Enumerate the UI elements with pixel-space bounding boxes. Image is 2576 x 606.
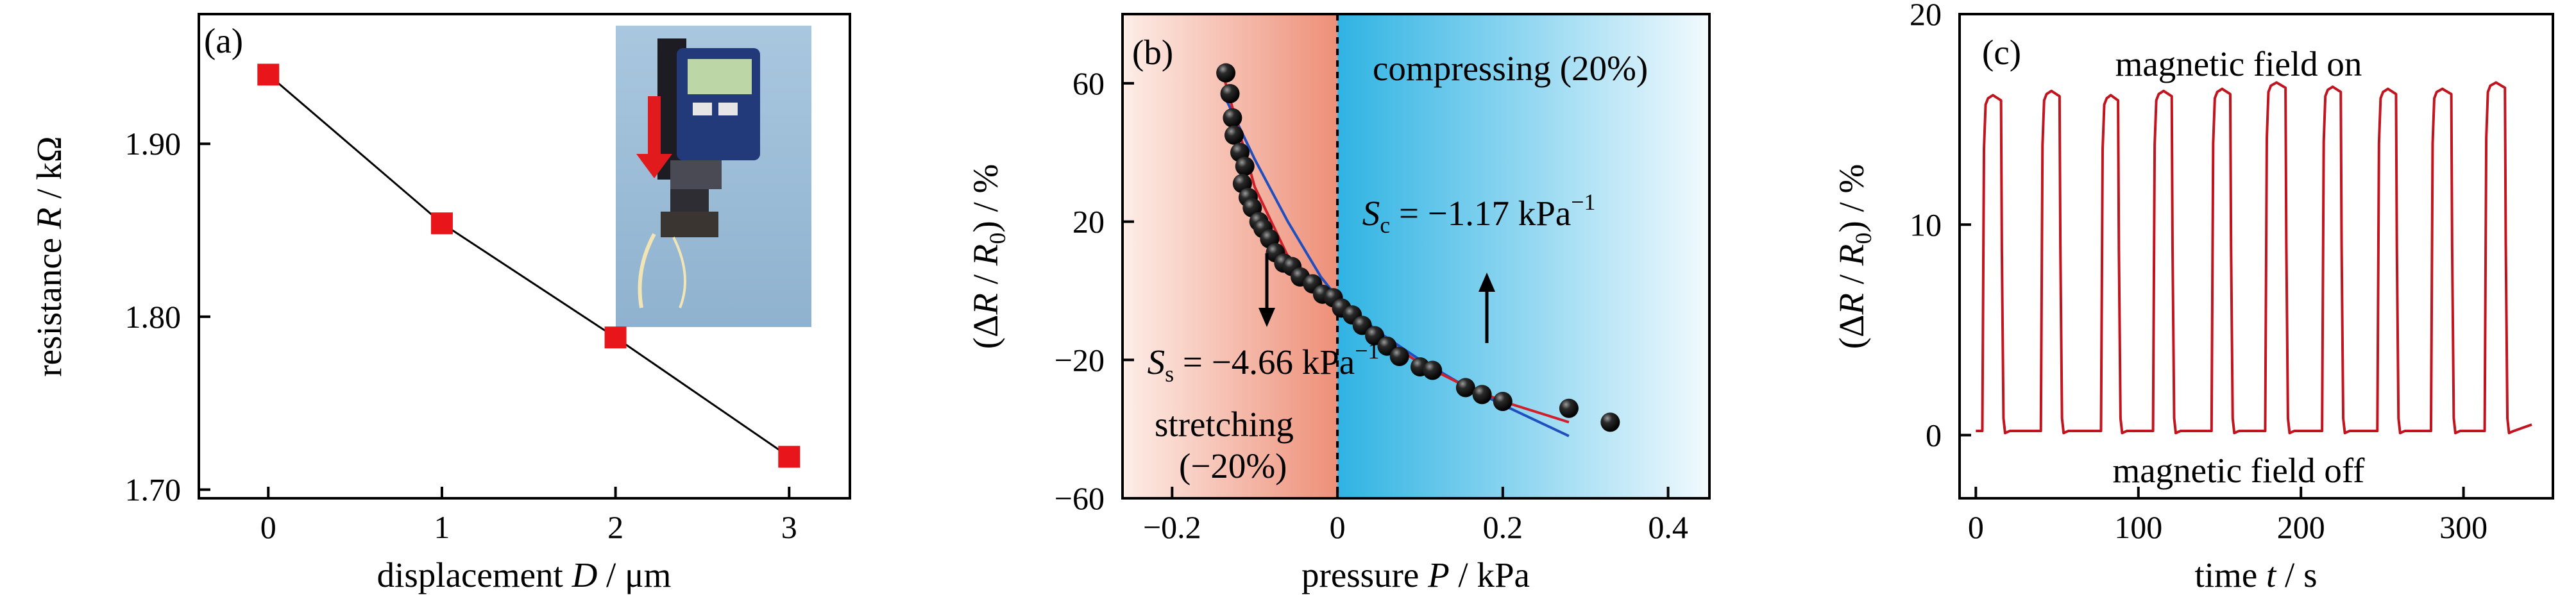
- panel-c-plot-frame: [1958, 13, 2554, 500]
- x-tick-label: 0.2: [1483, 509, 1523, 545]
- panel-b-ylabel: (ΔR / R0) / %: [966, 164, 1010, 349]
- y-tick-label: 1.70: [125, 472, 182, 508]
- label-magnetic-field-off: magnetic field off: [2112, 451, 2365, 490]
- region-stretching-percent: (−20%): [1179, 446, 1287, 485]
- panel-b-ticks: −0.2 0 0.2 0.4 −60 −20 20 60: [1055, 65, 1688, 545]
- data-point: [430, 212, 453, 235]
- data-point: [1220, 84, 1240, 104]
- x-tick-label: 0: [1330, 509, 1346, 545]
- y-tick-label: −20: [1055, 342, 1105, 378]
- panel-b-label: (b): [1132, 33, 1173, 72]
- panel-a-ticks: 0 1 2 3 1.70 1.80 1.90: [125, 126, 797, 545]
- panel-b-regions: [1123, 14, 1709, 498]
- data-point: [1559, 398, 1579, 418]
- y-tick-label: 20: [1910, 0, 1942, 32]
- annotation-sc: Sc = −1.17 kPa−1: [1362, 189, 1596, 238]
- x-tick-label: 100: [2114, 509, 2162, 545]
- x-tick-label: −0.2: [1143, 509, 1201, 545]
- annotation-ss: Ss = −4.66 kPa−1: [1148, 338, 1380, 387]
- panel-c-xlabel: time t / s: [2195, 555, 2318, 594]
- y-tick-label: 1.80: [125, 299, 182, 335]
- panel-c-ticks: 0 100 200 300 0 10 20: [1910, 0, 2487, 545]
- panel-a-plot-frame: [198, 13, 851, 500]
- panel-a-ylabel: resistance R / kΩ: [30, 136, 69, 376]
- data-point: [1389, 346, 1409, 366]
- arrow-down-icon: [1258, 253, 1275, 327]
- data-point: [1472, 385, 1492, 405]
- series-line: [267, 74, 790, 458]
- data-point: [257, 63, 280, 86]
- region-compressing-label: compressing (20%): [1373, 49, 1648, 88]
- panel-a-data: [257, 63, 801, 468]
- y-tick-label: 20: [1072, 204, 1105, 240]
- inset-photo-micrometer: [616, 26, 811, 327]
- data-point: [778, 446, 801, 468]
- label-magnetic-field-on: magnetic field on: [2115, 44, 2362, 83]
- data-point: [1223, 108, 1242, 128]
- y-tick-label: 1.90: [125, 126, 182, 162]
- data-point: [1493, 392, 1513, 411]
- data-point: [1216, 63, 1236, 83]
- panel-b-plot-frame: [1121, 13, 1711, 500]
- x-tick-label: 1: [434, 509, 450, 545]
- region-compressing: [1337, 14, 1709, 498]
- data-point: [1455, 378, 1475, 398]
- x-tick-label: 0: [260, 509, 276, 545]
- x-tick-label: 0.4: [1648, 509, 1688, 545]
- data-point: [1600, 412, 1620, 432]
- y-tick-label: 10: [1910, 206, 1942, 242]
- panel-b-xlabel: pressure P / kPa: [1301, 555, 1530, 594]
- panel-a-xlabel: displacement D / μm: [377, 555, 672, 594]
- x-tick-label: 2: [607, 509, 623, 545]
- red-arrow-icon: [636, 96, 672, 178]
- panel-a-label: (a): [204, 21, 243, 60]
- y-tick-label: −60: [1055, 480, 1105, 516]
- data-point: [1423, 360, 1443, 380]
- region-stretching-label: stretching: [1155, 405, 1294, 444]
- data-point: [1224, 125, 1244, 145]
- x-tick-label: 3: [781, 509, 797, 545]
- panel-b-data: [1216, 63, 1620, 437]
- panel-b: −0.2 0 0.2 0.4 −60 −20 20 60 (b) compressing (2…: [966, 13, 1711, 594]
- y-tick-label: 60: [1072, 65, 1105, 101]
- panel-a: 0 1 2 3 1.70 1.80 1.90 (a) displacement D / μm…: [30, 13, 851, 594]
- panel-c-data: [1976, 81, 2532, 435]
- series-line: [1976, 81, 2532, 435]
- arrow-up-icon: [1479, 273, 1495, 343]
- y-tick-label: 0: [1926, 417, 1942, 453]
- data-point: [1235, 156, 1255, 176]
- panel-c-label: (c): [1982, 33, 2021, 72]
- x-tick-label: 0: [1968, 509, 1984, 545]
- panel-c: 0 100 200 300 0 10 20 (c) magnetic field on ma…: [1832, 0, 2554, 594]
- x-tick-label: 300: [2439, 509, 2487, 545]
- data-point: [604, 326, 627, 349]
- x-tick-label: 200: [2277, 509, 2325, 545]
- panel-c-ylabel: (ΔR / R0) / %: [1832, 164, 1876, 349]
